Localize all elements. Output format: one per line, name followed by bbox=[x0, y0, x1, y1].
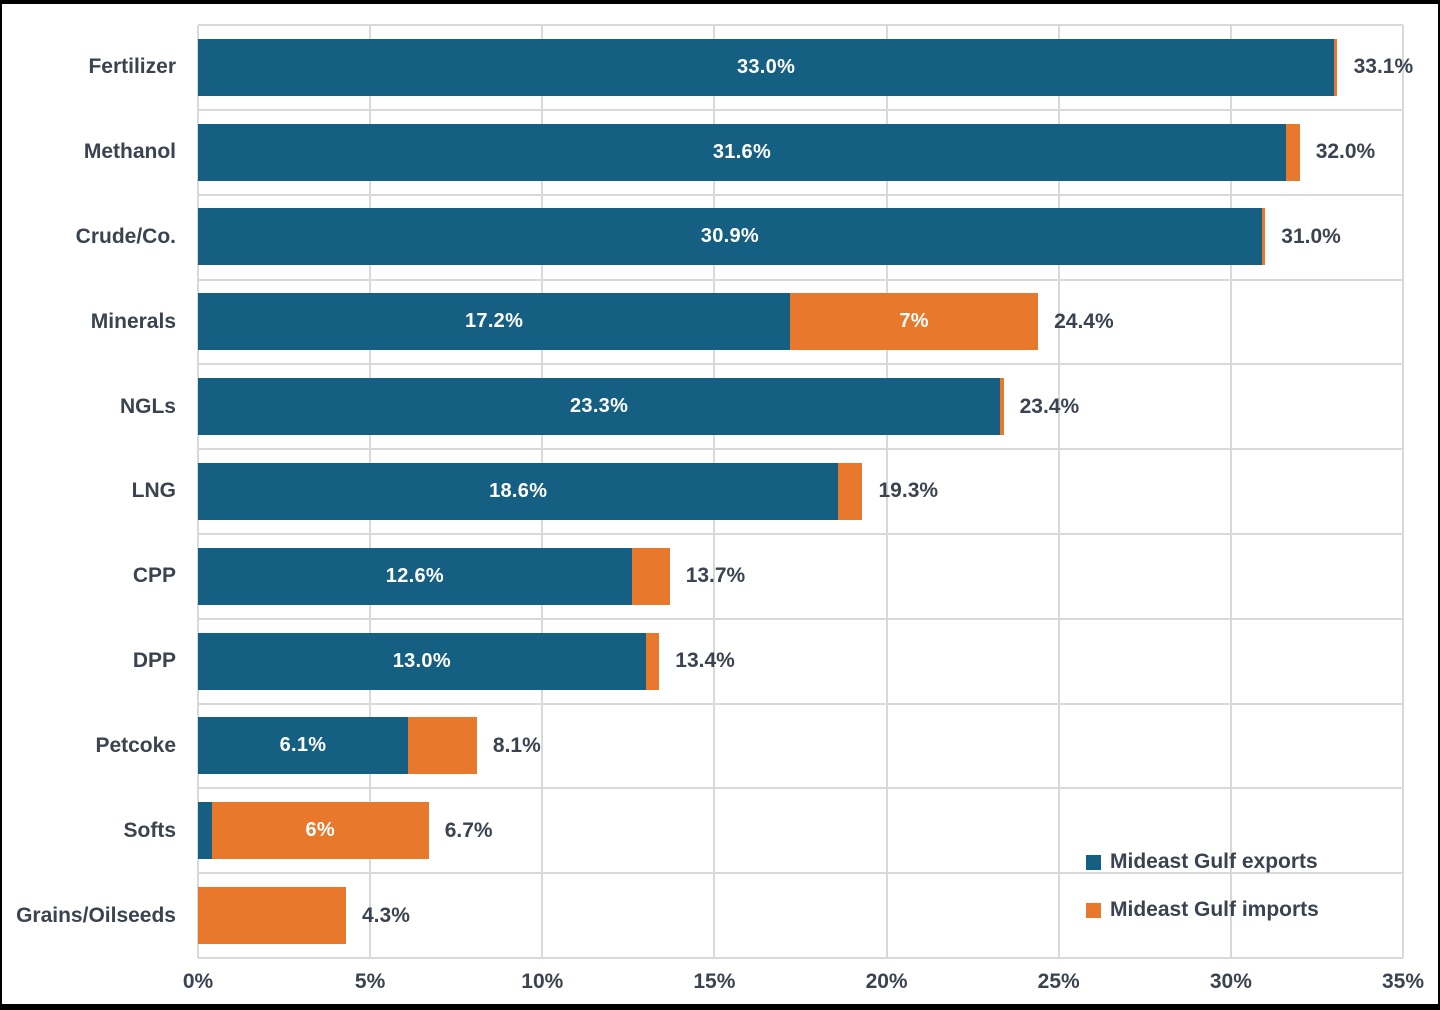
gridline-horizontal bbox=[198, 24, 1403, 26]
category-label: Grains/Oilseeds bbox=[16, 903, 176, 927]
bar-total-label: 13.7% bbox=[685, 564, 746, 588]
bar-total-label: 19.3% bbox=[878, 479, 939, 503]
legend-item-exports: Mideast Gulf exports bbox=[1086, 847, 1319, 877]
legend: Mideast Gulf exports Mideast Gulf import… bbox=[1086, 847, 1319, 943]
x-tick-label: 35% bbox=[1381, 970, 1425, 993]
gridline-horizontal bbox=[198, 108, 1403, 111]
bar-segment-exports: 33.0% bbox=[198, 38, 1335, 96]
gridline-horizontal bbox=[198, 787, 1403, 790]
x-tick-label: 30% bbox=[1209, 970, 1252, 993]
bar-segment-imports bbox=[408, 717, 477, 775]
bar-segment-exports: 12.6% bbox=[198, 547, 632, 605]
bar-value-label: 7% bbox=[899, 310, 929, 333]
bar-row: 31.6% 32.0% bbox=[198, 110, 1403, 195]
bar-segment-exports: 30.9% bbox=[198, 208, 1262, 266]
x-tick-label: 10% bbox=[521, 970, 564, 993]
gridline-vertical bbox=[1402, 25, 1404, 958]
bar-segment-imports bbox=[1261, 208, 1266, 266]
bar-segment-exports: 13.0% bbox=[198, 632, 646, 690]
bar-value-label: 12.6% bbox=[385, 564, 444, 587]
bar-total-label: 33.1% bbox=[1353, 55, 1414, 79]
gridline-vertical bbox=[1057, 25, 1060, 958]
bar-segment-imports: 6% bbox=[211, 802, 429, 860]
bar-value-label: 33.0% bbox=[736, 55, 796, 78]
bar-row: 4.3% bbox=[198, 873, 1403, 958]
bar-value-label: 31.6% bbox=[712, 140, 772, 163]
bar-total-label: 4.3% bbox=[362, 903, 410, 927]
legend-label-imports: Mideast Gulf imports bbox=[1110, 898, 1319, 921]
bar-total-label: 13.4% bbox=[675, 649, 735, 673]
gridline-horizontal bbox=[198, 363, 1403, 366]
category-label: Petcoke bbox=[95, 733, 176, 757]
legend-item-imports: Mideast Gulf imports bbox=[1086, 895, 1319, 925]
bar-segment-imports: 7% bbox=[790, 293, 1039, 351]
gridline-horizontal bbox=[198, 193, 1403, 196]
bar-total-label: 24.4% bbox=[1054, 309, 1114, 333]
bar-total-label: 23.4% bbox=[1019, 394, 1080, 418]
bar-row: 18.6% 19.3% bbox=[198, 449, 1403, 534]
imports-swatch-icon bbox=[1086, 902, 1101, 918]
bar-segment-exports: 6.1% bbox=[198, 717, 408, 775]
legend-label-exports: Mideast Gulf exports bbox=[1110, 850, 1318, 873]
gridline-horizontal bbox=[198, 702, 1403, 705]
bar-row: 17.2% 7% 24.4% bbox=[198, 280, 1403, 365]
bar-total-label: 32.0% bbox=[1315, 140, 1376, 164]
bar-value-label: 6.1% bbox=[279, 734, 327, 757]
bar-segment-imports bbox=[198, 887, 346, 945]
bar-segment-imports bbox=[645, 632, 660, 690]
chart-page: 33.0% 33.1% 31.6% 32.0% 30.9% 31.0% 17.2% 7% 24.… bbox=[2, 4, 1438, 1004]
x-tick-label: 15% bbox=[693, 970, 736, 993]
bar-value-label: 17.2% bbox=[464, 310, 524, 333]
x-tick-label: 5% bbox=[354, 970, 386, 993]
bar-total-label: 8.1% bbox=[492, 733, 541, 757]
category-label: CPP bbox=[132, 564, 176, 588]
category-label: Softs bbox=[123, 818, 177, 842]
category-label: Crude/Co. bbox=[75, 224, 176, 248]
plot-area: 33.0% 33.1% 31.6% 32.0% 30.9% 31.0% 17.2% 7% 24.… bbox=[197, 24, 1413, 959]
gridline-horizontal bbox=[198, 278, 1403, 281]
category-label: DPP bbox=[132, 649, 176, 673]
gridline-horizontal bbox=[198, 617, 1403, 620]
exports-swatch-icon bbox=[1086, 854, 1101, 870]
category-label: Minerals bbox=[90, 309, 176, 333]
bar-row: 23.3% 23.4% bbox=[198, 364, 1403, 449]
bar-value-label: 23.3% bbox=[569, 395, 629, 418]
bar-segment-imports bbox=[1285, 123, 1300, 181]
bar-row: 33.0% 33.1% bbox=[198, 25, 1413, 110]
bar-row: 6.1% 8.1% bbox=[198, 704, 1403, 789]
gridline-vertical bbox=[885, 25, 888, 958]
gridline-horizontal bbox=[198, 957, 1403, 959]
bar-total-label: 6.7% bbox=[444, 818, 493, 842]
bar-value-label: 6% bbox=[305, 819, 335, 842]
category-label: LNG bbox=[131, 479, 176, 503]
gridline-horizontal bbox=[198, 448, 1403, 451]
bar-value-label: 30.9% bbox=[700, 225, 759, 248]
bar-segment-exports: 23.3% bbox=[198, 378, 1001, 436]
bar-row: 6% 6.7% bbox=[198, 788, 1403, 873]
bar-row: 30.9% 31.0% bbox=[198, 195, 1403, 280]
bar-segment-exports: 18.6% bbox=[198, 462, 839, 520]
bar-value-label: 18.6% bbox=[489, 479, 548, 502]
bar-row: 13.0% 13.4% bbox=[198, 619, 1403, 704]
gridline-horizontal bbox=[198, 532, 1403, 535]
bar-value-label: 13.0% bbox=[392, 649, 451, 672]
x-tick-label: 0% bbox=[182, 970, 214, 993]
category-label: Fertilizer bbox=[88, 55, 176, 79]
x-tick-label: 20% bbox=[865, 970, 908, 993]
bar-segment-exports bbox=[198, 802, 212, 860]
bar-segment-exports: 17.2% bbox=[198, 293, 791, 351]
x-tick-label: 25% bbox=[1037, 970, 1080, 993]
category-label: NGLs bbox=[119, 394, 176, 418]
bar-row: 12.6% 13.7% bbox=[198, 534, 1403, 619]
category-label: Methanol bbox=[83, 140, 176, 164]
bar-segment-exports: 31.6% bbox=[198, 123, 1286, 181]
gridline-horizontal bbox=[198, 872, 1403, 875]
bar-total-label: 31.0% bbox=[1281, 224, 1341, 248]
bar-segment-imports bbox=[631, 547, 670, 605]
gridline-vertical bbox=[1229, 25, 1232, 958]
bar-segment-imports bbox=[1000, 378, 1004, 436]
bar-segment-imports bbox=[838, 462, 863, 520]
bar-segment-imports bbox=[1334, 38, 1338, 96]
